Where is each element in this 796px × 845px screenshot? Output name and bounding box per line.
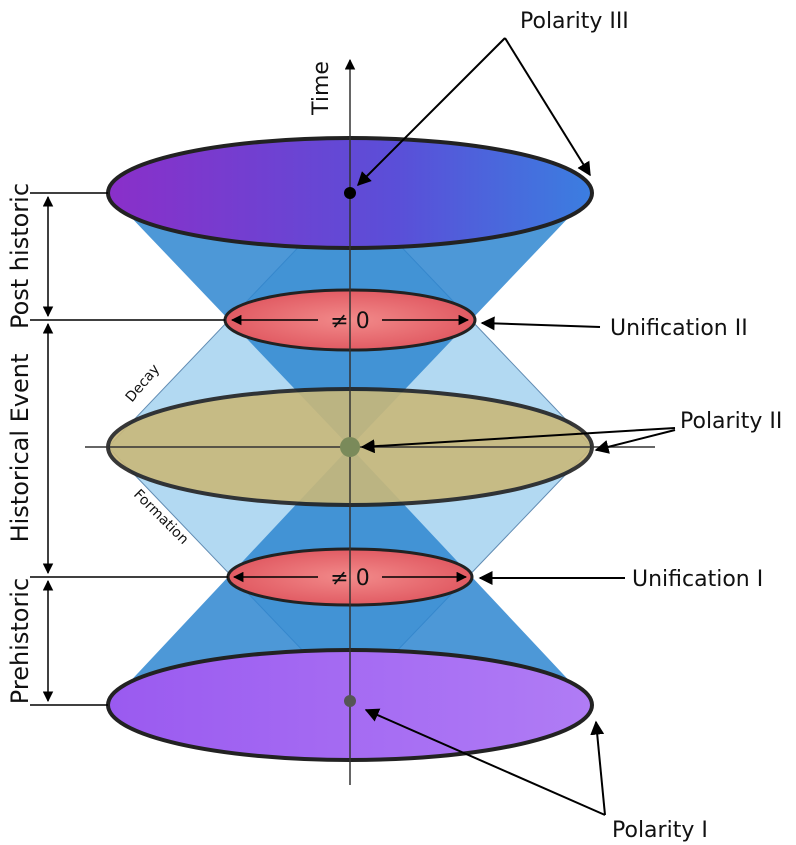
polarity-point: [344, 695, 356, 707]
axis-label: Time: [309, 61, 334, 116]
callout-label: Unification II: [610, 316, 748, 341]
ring-label: ≠ 0: [330, 309, 369, 334]
callout-label: Polarity I: [612, 818, 708, 843]
polarity-point: [344, 187, 356, 199]
callout-label: Unification I: [632, 567, 763, 592]
callout-label: Polarity II: [680, 409, 782, 434]
callout-arrows: [357, 37, 676, 816]
polarity-point: [340, 437, 360, 457]
period-label: Prehistoric: [6, 578, 34, 704]
period-label: Historical Event: [6, 354, 34, 543]
period-label: Post historic: [6, 183, 34, 329]
brackets: [30, 192, 228, 706]
callout-label: Polarity III: [520, 9, 629, 34]
ring-label: ≠ 0: [330, 566, 369, 591]
ring-arrows: [230, 314, 470, 583]
